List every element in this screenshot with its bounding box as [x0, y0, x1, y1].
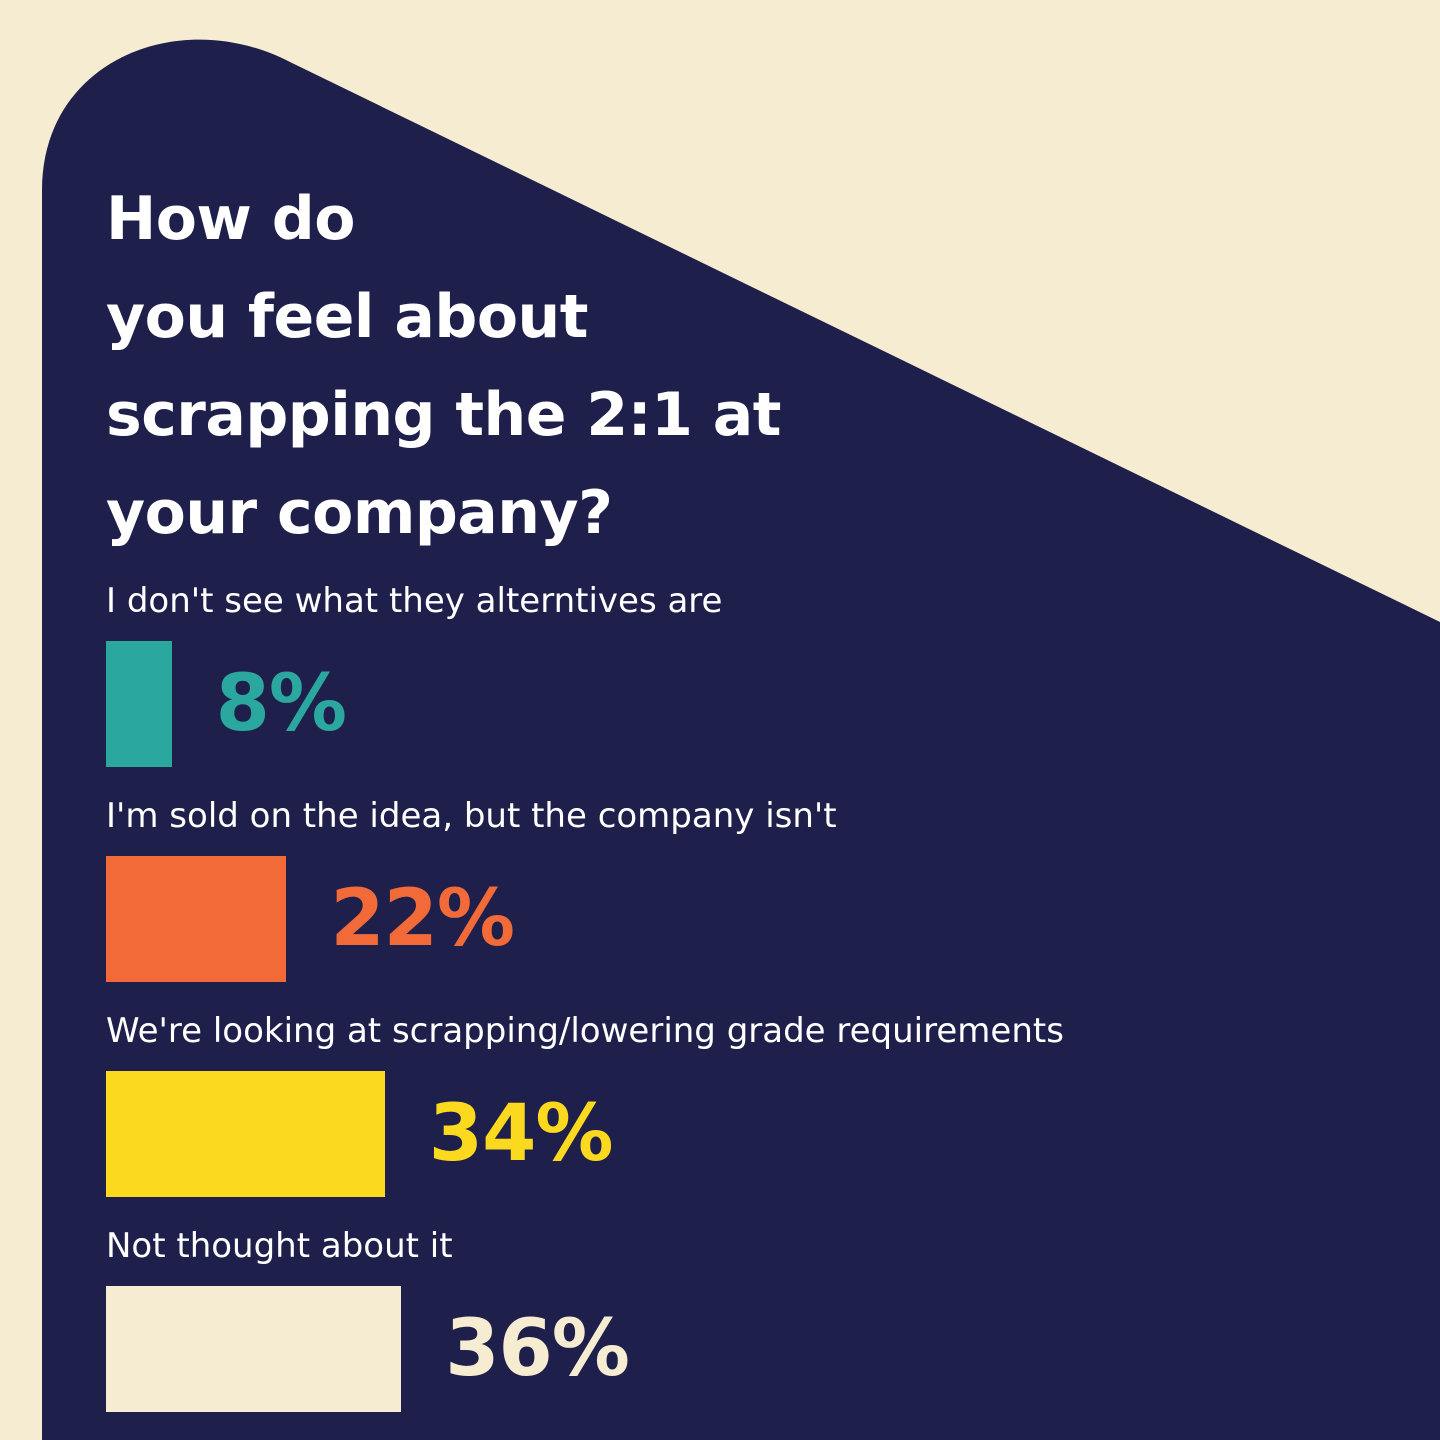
title-line: your company? — [106, 478, 613, 548]
title-line: How do — [106, 184, 355, 254]
bar — [106, 856, 287, 982]
value-label: 36% — [445, 1304, 630, 1394]
answer-label: Not thought about it — [106, 1226, 453, 1266]
bar — [106, 1286, 402, 1412]
value-label: 22% — [330, 874, 515, 964]
value-label: 34% — [428, 1089, 614, 1179]
value-label: 8% — [215, 659, 347, 749]
answer-label: We're looking at scrapping/lowering grad… — [106, 1011, 1064, 1051]
answer-label: I'm sold on the idea, but the company is… — [106, 796, 837, 836]
bar — [106, 1071, 385, 1197]
title-line: you feel about — [106, 282, 588, 352]
chart-title: How do you feel about scrapping the 2:1 … — [106, 170, 906, 562]
navy-panel-shape — [42, 39, 1440, 1440]
title-line: scrapping the 2:1 at — [106, 380, 781, 450]
answer-label: I don't see what they alterntives are — [106, 581, 723, 621]
bar — [106, 641, 172, 767]
